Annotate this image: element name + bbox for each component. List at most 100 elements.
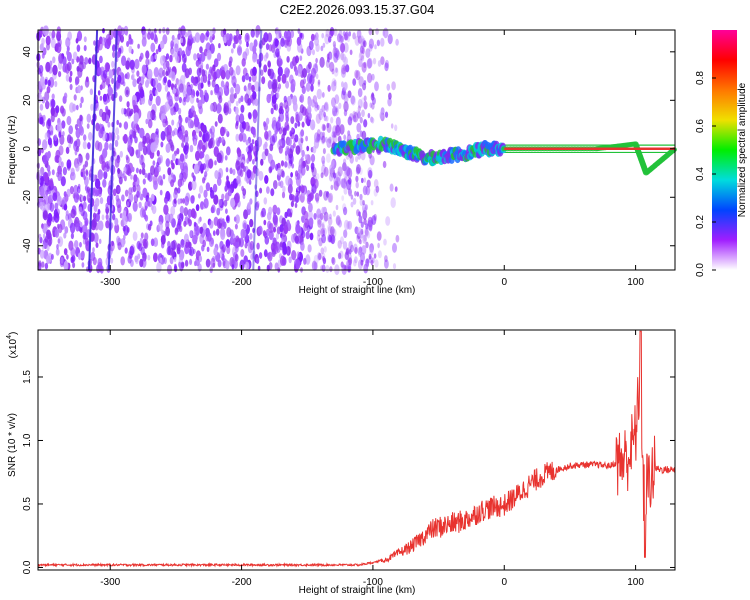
- spectrogram-cell: [199, 53, 202, 61]
- colorbar-tick-label: 0.6: [695, 119, 706, 133]
- spectrogram-cell: [325, 104, 329, 112]
- spectrogram-cell: [144, 214, 149, 222]
- spectrogram-cell: [277, 167, 282, 176]
- spectrogram-cell: [327, 224, 331, 232]
- spectrogram-cell: [304, 154, 308, 160]
- spectrogram-cell: [83, 195, 87, 202]
- spectrogram-cell: [321, 222, 325, 229]
- spectrogram-cell: [68, 125, 73, 135]
- spectrogram-cell: [357, 88, 363, 98]
- spectrogram-cell: [139, 207, 145, 218]
- spectrogram-cell: [110, 257, 114, 264]
- spectrogram-cell: [363, 234, 367, 242]
- spectrogram-cell: [362, 209, 368, 220]
- spectrogram-cell: [316, 135, 320, 143]
- spectrogram-cell: [329, 226, 335, 236]
- spectrogram-cell: [314, 192, 320, 202]
- spectrogram-cell: [258, 252, 263, 259]
- spectrogram-cell: [328, 173, 334, 182]
- spectrogram-cell: [346, 221, 351, 230]
- spectrogram-cell: [235, 160, 241, 171]
- snr-x-tick-label: -200: [232, 577, 252, 588]
- spectrogram-cell: [365, 261, 369, 268]
- spectrogram-cell: [238, 39, 242, 45]
- spectrogram-cell: [177, 158, 181, 166]
- spectrogram-cell: [273, 180, 278, 190]
- spectrogram-cell: [56, 244, 59, 250]
- spectrogram-cell: [139, 127, 145, 139]
- spectrogram-cell: [194, 260, 197, 267]
- spectrogram-cell: [341, 81, 344, 88]
- spectrogram-cell: [329, 164, 334, 174]
- spectrogram-cell: [361, 62, 367, 73]
- spectrogram-cell: [310, 154, 316, 163]
- spectrogram-cell: [363, 218, 367, 225]
- spectrogram-cell: [128, 146, 132, 154]
- spectrogram-cell: [119, 150, 124, 158]
- spectrogram-cell: [367, 72, 373, 84]
- spectrogram-cell: [118, 176, 123, 185]
- spectrogram-cell: [252, 100, 256, 106]
- spectrogram-cell: [39, 43, 44, 52]
- spectrogram-cell: [339, 124, 345, 135]
- spectrogram-cell: [348, 177, 352, 185]
- spectrogram-cell: [295, 223, 301, 234]
- spectrogram-cell: [111, 60, 115, 68]
- spectrogram-cell: [92, 187, 97, 197]
- spectrogram-cell: [254, 98, 259, 107]
- spectrogram-cell: [65, 37, 71, 48]
- spectrogram-cell: [383, 238, 387, 246]
- spectrogram-cell: [91, 218, 97, 228]
- colorbar-ticks: 0.0 0.2 0.4 0.6 0.8: [695, 71, 716, 277]
- spectrogram-cell: [355, 70, 361, 81]
- spectrogram-cell: [294, 195, 299, 204]
- spectrogram-cell: [371, 117, 375, 124]
- signal-blob: [366, 146, 373, 155]
- spectrogram-cell: [330, 27, 335, 36]
- spectrogram-cell: [191, 172, 195, 178]
- spectrogram-cell: [394, 124, 398, 132]
- spectrogram-cell: [297, 121, 301, 127]
- spectrogram-cell: [122, 239, 126, 245]
- spectrogram-cell: [359, 50, 365, 61]
- spectrogram-cell: [132, 185, 137, 193]
- spectrogram-cell: [162, 118, 167, 128]
- spectrogram-cell: [358, 249, 362, 257]
- spectrogram-cell: [114, 217, 119, 226]
- spectrogram-cell: [176, 148, 180, 155]
- spectrogram-cell: [97, 66, 102, 76]
- spectrogram-cell: [315, 57, 318, 64]
- spectrogram-cell: [335, 125, 341, 136]
- spectrogram-cell: [308, 217, 314, 227]
- spectrogram-cell: [261, 207, 266, 218]
- spectrogram-cell: [291, 127, 294, 133]
- spectrogram-cell: [375, 27, 379, 35]
- spectrogram-cell: [162, 62, 167, 70]
- spectrogram-cell: [361, 177, 364, 184]
- spectrogram-cell: [160, 40, 165, 50]
- spectrogram-cell: [343, 206, 348, 216]
- spectrogram-cell: [95, 212, 100, 222]
- spectrogram-cell: [284, 211, 288, 219]
- snr-y-tick-label: 1.5: [22, 370, 33, 384]
- spectrogram-cell: [86, 123, 90, 129]
- spectrogram-cell: [184, 130, 189, 138]
- spectrogram-cell: [363, 95, 367, 102]
- spectrogram-cell: [72, 262, 76, 269]
- spectrogram-cell: [343, 171, 348, 179]
- spectrogram-cell: [65, 210, 69, 217]
- spectrogram-cell: [382, 160, 387, 169]
- spectrogram-cell: [245, 72, 250, 81]
- spectrogram-cell: [360, 35, 364, 42]
- spectrogram-cell: [210, 67, 216, 77]
- spectrogram-cell: [58, 156, 62, 163]
- spectrogram-cell: [66, 188, 71, 198]
- spectrogram-cell: [333, 79, 337, 87]
- spectrogram-cell: [170, 71, 176, 82]
- spectrogram-cell: [127, 255, 132, 264]
- spectrogram-cell: [160, 130, 166, 141]
- spectrogram-cell: [357, 111, 361, 119]
- spectrogram-cell: [307, 98, 311, 105]
- spectrogram-cell: [41, 261, 45, 268]
- spectrogram-cell: [215, 68, 221, 79]
